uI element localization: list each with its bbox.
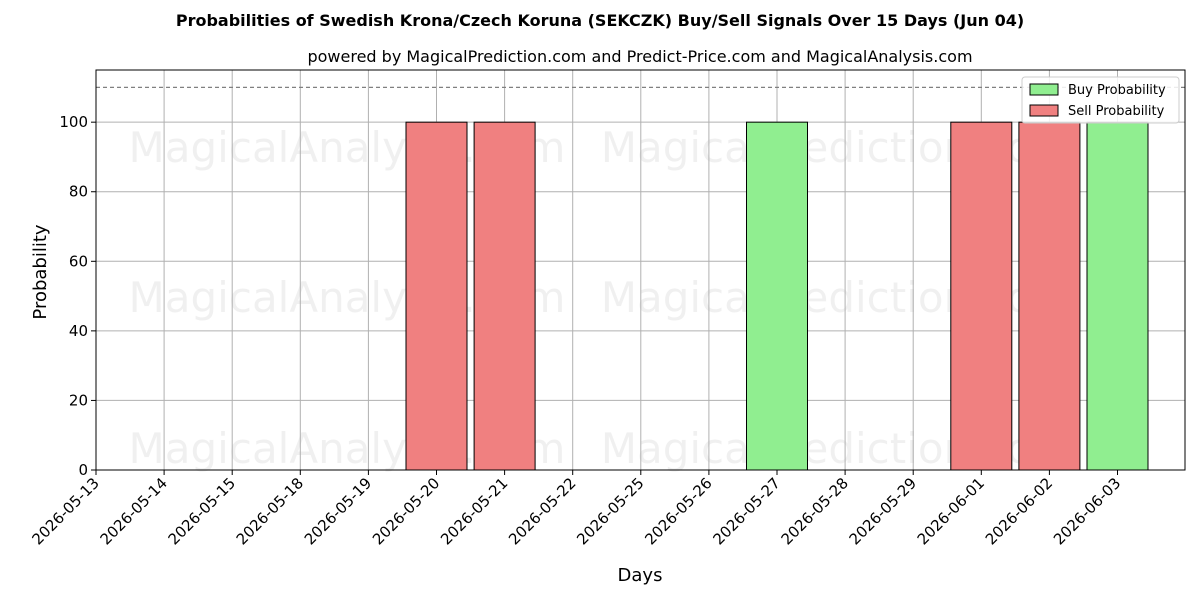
buy-bar (746, 121, 808, 471)
x-tick-label: 2026-05-15 (165, 474, 239, 548)
x-tick-label: 2026-05-22 (505, 474, 579, 548)
y-tick-label: 60 (69, 252, 88, 270)
sell-bar (405, 121, 468, 471)
y-tick-label: 40 (69, 322, 88, 340)
y-axis-ticks: 0 20 40 60 80 100 (59, 113, 96, 479)
y-tick-label: 80 (69, 183, 88, 201)
x-tick-label: 2026-05-27 (709, 474, 783, 548)
legend-entry: Sell Probability (1068, 104, 1165, 119)
x-tick-label: 2026-05-29 (846, 474, 920, 548)
x-tick-label: 2026-05-21 (437, 474, 511, 548)
x-tick-label: 2026-06-01 (914, 474, 988, 548)
x-tick-label: 2026-05-28 (778, 474, 852, 548)
legend-swatch (1029, 104, 1059, 117)
x-tick-label: 2026-05-25 (573, 474, 647, 548)
x-tick-label: 2026-05-14 (97, 474, 171, 548)
y-tick-label: 0 (78, 461, 88, 479)
buy-bar (1086, 121, 1149, 471)
x-axis-label: Days (618, 565, 663, 586)
x-axis-ticks: 2026-05-132026-05-142026-05-152026-05-18… (28, 470, 1124, 548)
sell-bar (950, 121, 1013, 471)
x-tick-label: 2026-05-19 (301, 474, 375, 548)
x-tick-label: 2026-06-03 (1050, 474, 1124, 548)
x-tick-label: 2026-05-20 (369, 474, 443, 548)
y-tick-label: 20 (69, 391, 88, 409)
x-tick-label: 2026-05-18 (233, 474, 307, 548)
chart-subtitle: powered by MagicalPrediction.com and Pre… (307, 47, 972, 66)
x-tick-label: 2026-05-13 (28, 474, 102, 548)
y-tick-label: 100 (59, 113, 88, 131)
legend-swatch (1029, 83, 1059, 96)
legend: Buy Probability Sell Probability (1021, 76, 1180, 124)
legend-entry: Buy Probability (1068, 83, 1166, 98)
sell-bar (473, 121, 536, 471)
bars (405, 121, 1149, 471)
legend-box (1021, 76, 1180, 124)
x-tick-label: 2026-06-02 (982, 474, 1056, 548)
watermarks: MagicalAnalysis.com MagicalPrediction.co… (129, 123, 1074, 473)
sell-bar (1018, 121, 1081, 471)
y-axis-label: Probability (30, 224, 51, 319)
chart-title: Probabilities of Swedish Krona/Czech Kor… (176, 11, 1024, 30)
x-tick-label: 2026-05-26 (641, 474, 715, 548)
